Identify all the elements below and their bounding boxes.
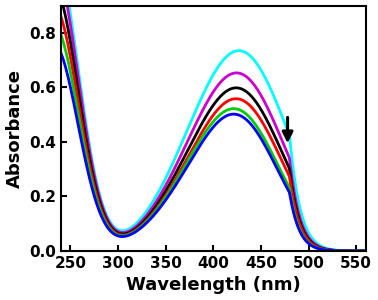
Y-axis label: Absorbance: Absorbance	[6, 69, 23, 188]
X-axis label: Wavelength (nm): Wavelength (nm)	[126, 276, 301, 294]
